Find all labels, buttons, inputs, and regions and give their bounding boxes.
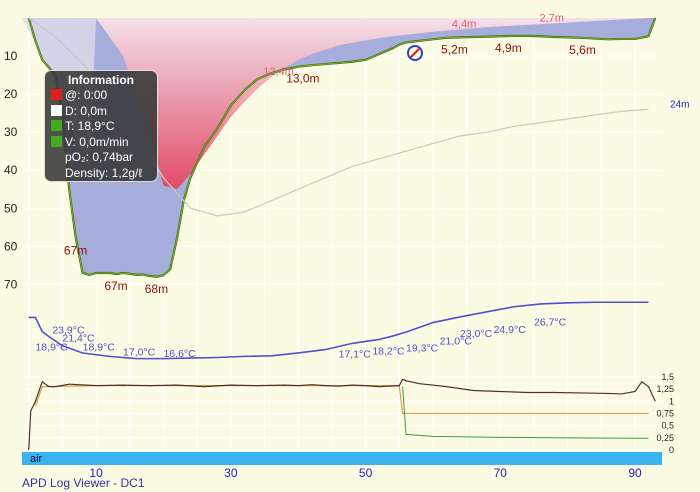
depth-line-highlight [28,17,656,278]
information-row: D: 0,0m [51,104,107,119]
depth-label: 67m [104,279,127,293]
gf-curve-label: 24m [670,99,689,110]
temperature-label: 17,0°C [123,346,156,358]
axes: 10 20 30 40 50 60 70 10 30 50 70 90 0 0,25 0,5 0,75 1 1,2… [4,49,674,480]
depth-tick-label: 50 [4,201,18,215]
chart-labels: 24m 23,9°C21,4°C18,9°C 18,9°C 17,0°C 16,6°C 1… [35,12,689,360]
po2-tick-label: 1,5 [661,372,674,382]
information-row-text: D: 0,0m [65,103,108,118]
temperature-label: 19,3°C [406,342,439,354]
information-panel: Information @: 0:00 D: 0,0m T: 18,9°C V: 0,… [44,70,158,182]
depth-tick-label: 30 [4,125,18,139]
depth-tick-label: 70 [4,277,18,291]
temp-swatch [51,120,62,131]
information-row-text: T: 18,9°C [65,119,115,133]
information-row: T: 18,9°C [51,119,115,134]
temperature-label: 24,9°C [494,324,527,336]
depth-label: 67m [64,244,87,258]
information-row-text: pO₂: 0,74bar [65,150,134,164]
time-tick-label: 30 [224,466,238,480]
time-tick-label: 70 [494,466,508,480]
depth-label: 5,2m [441,42,468,56]
depth-label: 5,6m [569,43,596,57]
depth-tick-label: 20 [4,87,18,101]
information-row-text: V: 0,0m/min [65,134,129,149]
depth-tick-label: 10 [4,49,18,63]
information-row: V: 0,0m/min [51,135,129,150]
po2-line [28,378,656,451]
gas-mix-bar [22,452,662,465]
temperature-label: 17,1°C [339,349,372,361]
velocity-swatch [51,135,62,147]
time-swatch [51,89,62,100]
time-tick-label: 50 [359,466,373,480]
temperature-line [28,301,649,360]
depth-label: 13,0m [286,72,319,86]
time-tick-label: 10 [89,466,103,480]
temperature-label: 18,2°C [372,345,405,357]
ceiling-fill [28,18,649,190]
phe-line [402,386,649,439]
ppn2-line [34,385,649,415]
ceiling-label: 12,4m [263,66,294,78]
temperature-label: 23,9°C [52,324,85,336]
time-tick-label: 90 [628,466,642,480]
temperature-label: 26,7°C [534,317,567,329]
temperature-label: 21,4°C [62,332,95,344]
temperature-label: 16,6°C [163,348,196,360]
po2-tick-label: 0 [669,445,674,455]
information-row: Density: 1,2g/ℓ [65,166,142,181]
temperature-label: 18,9°C [83,341,116,353]
depth-tick-label: 40 [4,163,18,177]
information-row-text: Density: 1,2g/ℓ [65,165,143,180]
footer-label: APD Log Viewer - DC1 [22,476,145,490]
information-title: Information [68,73,134,87]
po2-tick-label: 0,75 [656,408,674,418]
po2-tick-label: 0,25 [656,433,674,443]
depth-swatch [51,104,62,116]
ceiling-label: 2,7m [539,12,563,24]
po2-tick-label: 0,5 [661,421,674,431]
dive-warning-icon [407,45,423,61]
temperature-label: 18,9°C [35,341,68,353]
po2-tick-label: 1 [669,396,674,406]
temperature-label: 21,0°C [440,336,473,348]
depth-label: 68m [145,282,168,296]
information-row-text: @: 0:00 [65,88,108,102]
depth-tick-label: 60 [4,239,18,253]
ceiling-label: 4,4m [452,18,476,30]
temperature-label: 23,0°C [460,328,493,340]
gas-mix-label: air [30,453,43,465]
po2-tick-label: 1,25 [656,384,674,394]
information-row: @: 0:00 [51,88,107,103]
information-row: pO₂: 0,74bar [65,150,133,165]
depth-label: 4,9m [495,41,522,55]
